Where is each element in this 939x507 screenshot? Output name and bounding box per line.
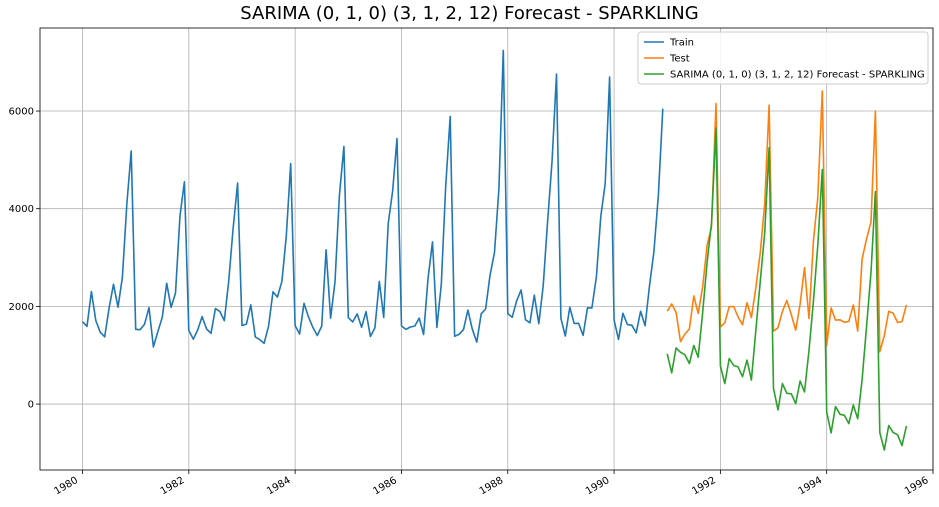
legend-label: Test <box>669 54 690 65</box>
x-tick-label: 1982 <box>159 475 187 497</box>
chart-title: SARIMA (0, 1, 0) (3, 1, 2, 12) Forecast … <box>240 3 699 24</box>
y-tick-label: 2000 <box>9 302 34 313</box>
x-tick-label: 1992 <box>690 475 718 497</box>
x-tick-label: 1996 <box>903 475 931 497</box>
series-line-3 <box>666 127 908 451</box>
x-tick-label: 1988 <box>478 475 506 497</box>
x-tick-label: 1980 <box>52 475 80 497</box>
x-tick-label: 1990 <box>584 475 612 497</box>
y-tick-label: 4000 <box>9 204 34 215</box>
series-line-2 <box>666 90 908 353</box>
legend-label: Train <box>669 38 694 49</box>
y-tick-label: 6000 <box>9 107 34 118</box>
x-tick-label: 1994 <box>797 475 825 497</box>
legend-box <box>637 31 929 85</box>
legend: Train Test SARIMA (0, 1, 0) (3, 1, 2, 12) … <box>637 31 929 85</box>
series-line-1 <box>81 49 664 348</box>
x-tick-label: 1984 <box>265 475 293 497</box>
y-tick-label: 0 <box>28 400 34 411</box>
x-tick-label: 1986 <box>371 475 399 497</box>
legend-label: SARIMA (0, 1, 0) (3, 1, 2, 12) Forecast … <box>670 70 925 81</box>
plot-frame <box>39 27 934 471</box>
